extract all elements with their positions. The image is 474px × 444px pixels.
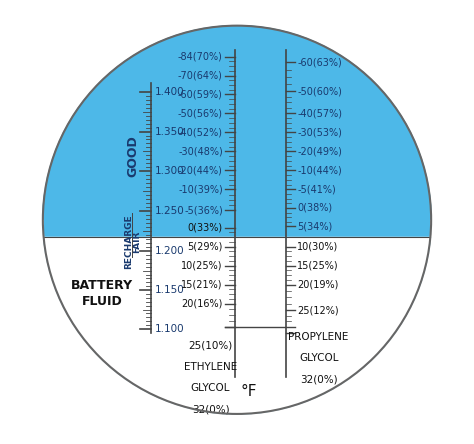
Circle shape (43, 26, 431, 414)
Text: 20(16%): 20(16%) (182, 299, 223, 309)
Text: -60(63%): -60(63%) (298, 57, 342, 67)
Text: 32(0%): 32(0%) (191, 404, 229, 414)
Text: GLYCOL: GLYCOL (191, 383, 230, 393)
Text: BATTERY: BATTERY (72, 279, 134, 293)
Text: -30(48%): -30(48%) (178, 147, 223, 156)
Text: -84(70%): -84(70%) (178, 52, 223, 62)
Text: -70(64%): -70(64%) (178, 71, 223, 80)
Text: 10(25%): 10(25%) (182, 261, 223, 271)
Text: -30(53%): -30(53%) (298, 127, 342, 138)
Text: RECHARGE: RECHARGE (124, 214, 133, 269)
Text: 32(0%): 32(0%) (300, 374, 337, 384)
Text: GLYCOL: GLYCOL (299, 353, 338, 363)
Text: -5(41%): -5(41%) (298, 184, 336, 194)
Text: FLUID: FLUID (82, 295, 123, 308)
Text: -10(39%): -10(39%) (178, 184, 223, 194)
Text: ETHYLENE: ETHYLENE (184, 362, 237, 372)
Text: 1.250: 1.250 (155, 206, 184, 216)
Text: -20(44%): -20(44%) (178, 165, 223, 175)
Text: FAIR: FAIR (132, 231, 141, 253)
Text: GOOD: GOOD (127, 135, 140, 177)
Text: 1.300: 1.300 (155, 166, 184, 176)
Text: 15(25%): 15(25%) (298, 261, 339, 271)
Text: 15(21%): 15(21%) (182, 280, 223, 289)
Text: 25(10%): 25(10%) (188, 341, 233, 351)
Text: 0(38%): 0(38%) (298, 203, 333, 213)
Text: -20(49%): -20(49%) (298, 147, 342, 156)
Text: °F: °F (241, 385, 257, 399)
Text: 20(19%): 20(19%) (298, 280, 339, 289)
Text: 1.150: 1.150 (155, 285, 184, 295)
Text: -50(56%): -50(56%) (178, 108, 223, 119)
Text: 1.200: 1.200 (155, 246, 184, 256)
Text: 5(34%): 5(34%) (298, 222, 333, 231)
Text: -60(59%): -60(59%) (178, 90, 223, 99)
Text: -50(60%): -50(60%) (298, 87, 342, 96)
Text: 1.400: 1.400 (155, 87, 184, 97)
Polygon shape (43, 220, 431, 414)
Text: 0(33%): 0(33%) (188, 223, 223, 233)
Text: -40(52%): -40(52%) (178, 127, 223, 138)
Text: -5(36%): -5(36%) (184, 205, 223, 215)
Text: 10(30%): 10(30%) (298, 242, 339, 252)
Text: 1.350: 1.350 (155, 127, 184, 137)
Text: 5(29%): 5(29%) (188, 242, 223, 252)
Text: 25(12%): 25(12%) (298, 305, 339, 315)
Text: 1.100: 1.100 (155, 324, 184, 334)
Text: PROPYLENE: PROPYLENE (289, 332, 349, 342)
Text: -10(44%): -10(44%) (298, 165, 342, 175)
Text: -40(57%): -40(57%) (298, 108, 342, 119)
